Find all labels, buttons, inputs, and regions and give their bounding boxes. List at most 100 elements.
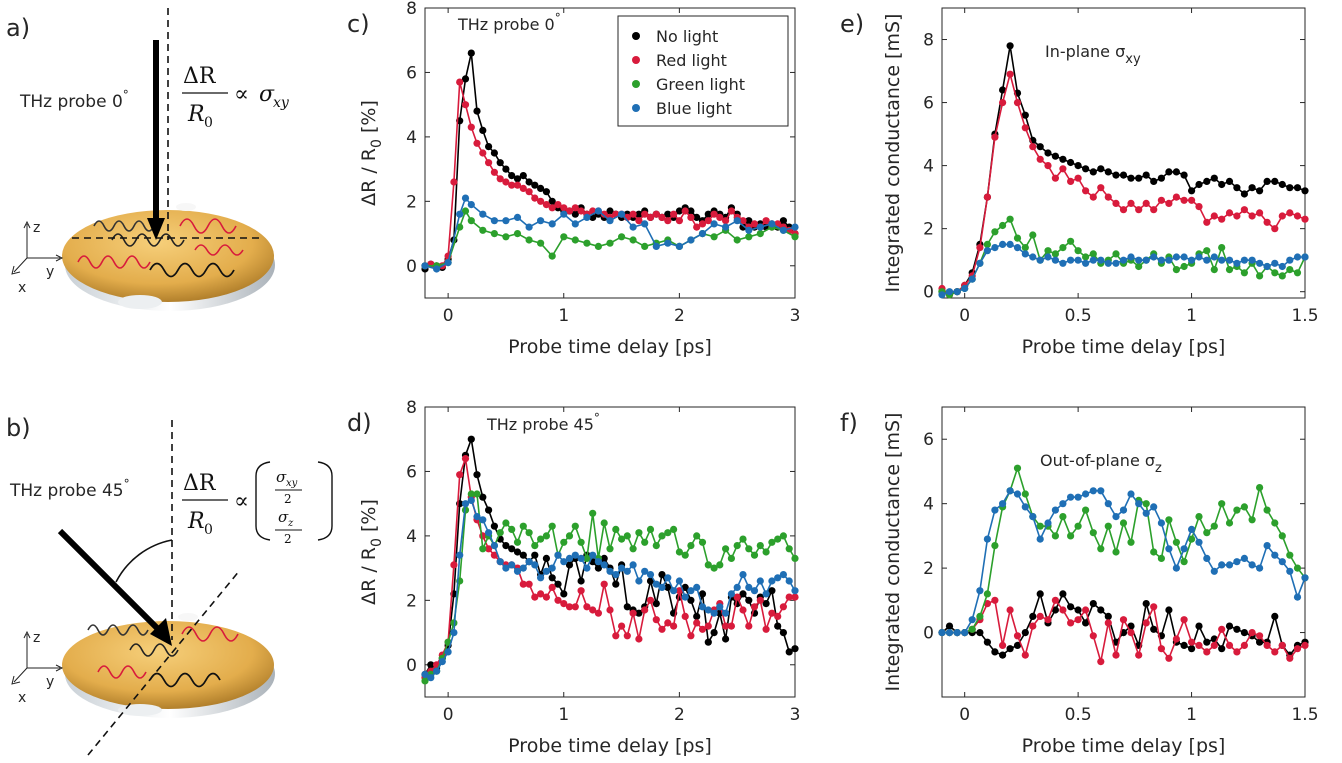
data-point bbox=[485, 506, 493, 514]
data-point bbox=[1271, 612, 1279, 621]
data-point bbox=[1006, 42, 1014, 50]
data-point bbox=[548, 197, 556, 205]
data-point bbox=[519, 580, 527, 588]
data-point bbox=[473, 490, 481, 498]
data-point bbox=[1218, 180, 1226, 189]
data-point bbox=[560, 590, 568, 598]
data-point bbox=[779, 226, 788, 234]
data-point bbox=[1029, 143, 1037, 151]
data-point bbox=[693, 223, 701, 231]
data-point bbox=[704, 638, 712, 646]
data-point bbox=[525, 178, 533, 186]
x-tick-label: 2 bbox=[674, 705, 685, 725]
legend-marker bbox=[632, 80, 640, 88]
legend-marker bbox=[632, 32, 640, 40]
data-point bbox=[606, 207, 614, 215]
data-point bbox=[641, 606, 649, 614]
data-point bbox=[1119, 519, 1128, 527]
data-point bbox=[1029, 231, 1037, 239]
data-point bbox=[745, 583, 753, 592]
data-point bbox=[1271, 519, 1279, 527]
data-point bbox=[635, 217, 643, 225]
data-point bbox=[583, 603, 591, 611]
data-point bbox=[641, 220, 649, 228]
data-point bbox=[618, 233, 626, 241]
svg-text:y: y bbox=[46, 264, 54, 280]
data-point bbox=[1135, 174, 1143, 182]
data-point bbox=[577, 538, 585, 546]
data-point bbox=[635, 635, 643, 643]
data-point bbox=[589, 509, 597, 517]
data-point bbox=[612, 571, 620, 579]
data-point bbox=[664, 583, 672, 592]
data-point bbox=[1195, 253, 1203, 261]
data-point bbox=[646, 571, 655, 579]
panel-c: 0 1 2 3 0 2 4 6 8 Probe time delay [ps] ΔR / R0 [%… bbox=[347, 0, 800, 358]
data-point bbox=[698, 625, 707, 633]
data-point bbox=[1082, 619, 1090, 627]
data-point bbox=[675, 217, 684, 225]
y-tick-label: 8 bbox=[923, 31, 934, 51]
data-point bbox=[502, 564, 510, 572]
data-point bbox=[1097, 256, 1105, 264]
data-point bbox=[1188, 187, 1196, 195]
plot-frame bbox=[941, 406, 1306, 698]
data-point bbox=[1240, 256, 1248, 264]
data-point bbox=[1233, 259, 1241, 267]
data-point bbox=[502, 519, 510, 527]
data-point bbox=[1256, 564, 1264, 572]
data-point bbox=[983, 590, 992, 598]
data-point bbox=[704, 606, 712, 614]
data-point bbox=[675, 207, 684, 215]
data-point bbox=[1293, 269, 1302, 277]
data-point bbox=[1203, 529, 1211, 537]
data-point bbox=[745, 596, 753, 604]
data-point bbox=[513, 567, 522, 575]
x-tick-label: 1 bbox=[1186, 306, 1197, 326]
data-point bbox=[991, 228, 999, 236]
data-point bbox=[1089, 250, 1097, 258]
data-point bbox=[537, 197, 545, 205]
svg-text:z: z bbox=[287, 518, 294, 529]
data-point bbox=[600, 580, 608, 588]
data-point bbox=[1036, 522, 1044, 530]
data-point bbox=[983, 638, 992, 646]
data-point bbox=[1013, 234, 1022, 242]
data-point bbox=[1142, 500, 1150, 508]
data-point bbox=[1225, 561, 1234, 569]
data-point bbox=[762, 600, 770, 608]
data-point bbox=[1157, 519, 1165, 527]
data-point bbox=[1021, 490, 1029, 498]
data-point bbox=[1180, 641, 1188, 650]
data-point bbox=[698, 590, 707, 598]
data-point bbox=[733, 217, 741, 225]
data-point bbox=[1006, 645, 1014, 653]
y-tick-label: 2 bbox=[406, 192, 417, 212]
plot-frame bbox=[424, 406, 796, 698]
data-point bbox=[756, 223, 764, 231]
y-tick-label: 0 bbox=[406, 257, 417, 277]
data-point bbox=[1172, 168, 1180, 176]
data-point bbox=[473, 471, 481, 479]
data-point bbox=[467, 49, 475, 57]
data-point bbox=[1089, 600, 1097, 608]
data-point bbox=[1180, 262, 1188, 271]
data-point bbox=[1278, 641, 1286, 650]
data-point bbox=[1051, 606, 1059, 614]
data-point bbox=[618, 564, 626, 572]
data-point bbox=[1225, 519, 1234, 527]
data-point bbox=[1271, 177, 1279, 185]
data-point bbox=[704, 210, 712, 218]
data-point bbox=[560, 204, 568, 212]
data-point bbox=[1097, 487, 1105, 495]
data-point bbox=[698, 230, 707, 238]
data-point bbox=[1082, 490, 1090, 498]
data-point bbox=[629, 210, 637, 218]
data-point bbox=[774, 574, 782, 582]
data-point bbox=[658, 532, 666, 540]
data-point bbox=[490, 168, 498, 176]
data-point bbox=[479, 210, 487, 218]
data-point bbox=[1248, 184, 1256, 192]
data-point bbox=[646, 525, 655, 534]
data-point bbox=[1051, 596, 1059, 604]
